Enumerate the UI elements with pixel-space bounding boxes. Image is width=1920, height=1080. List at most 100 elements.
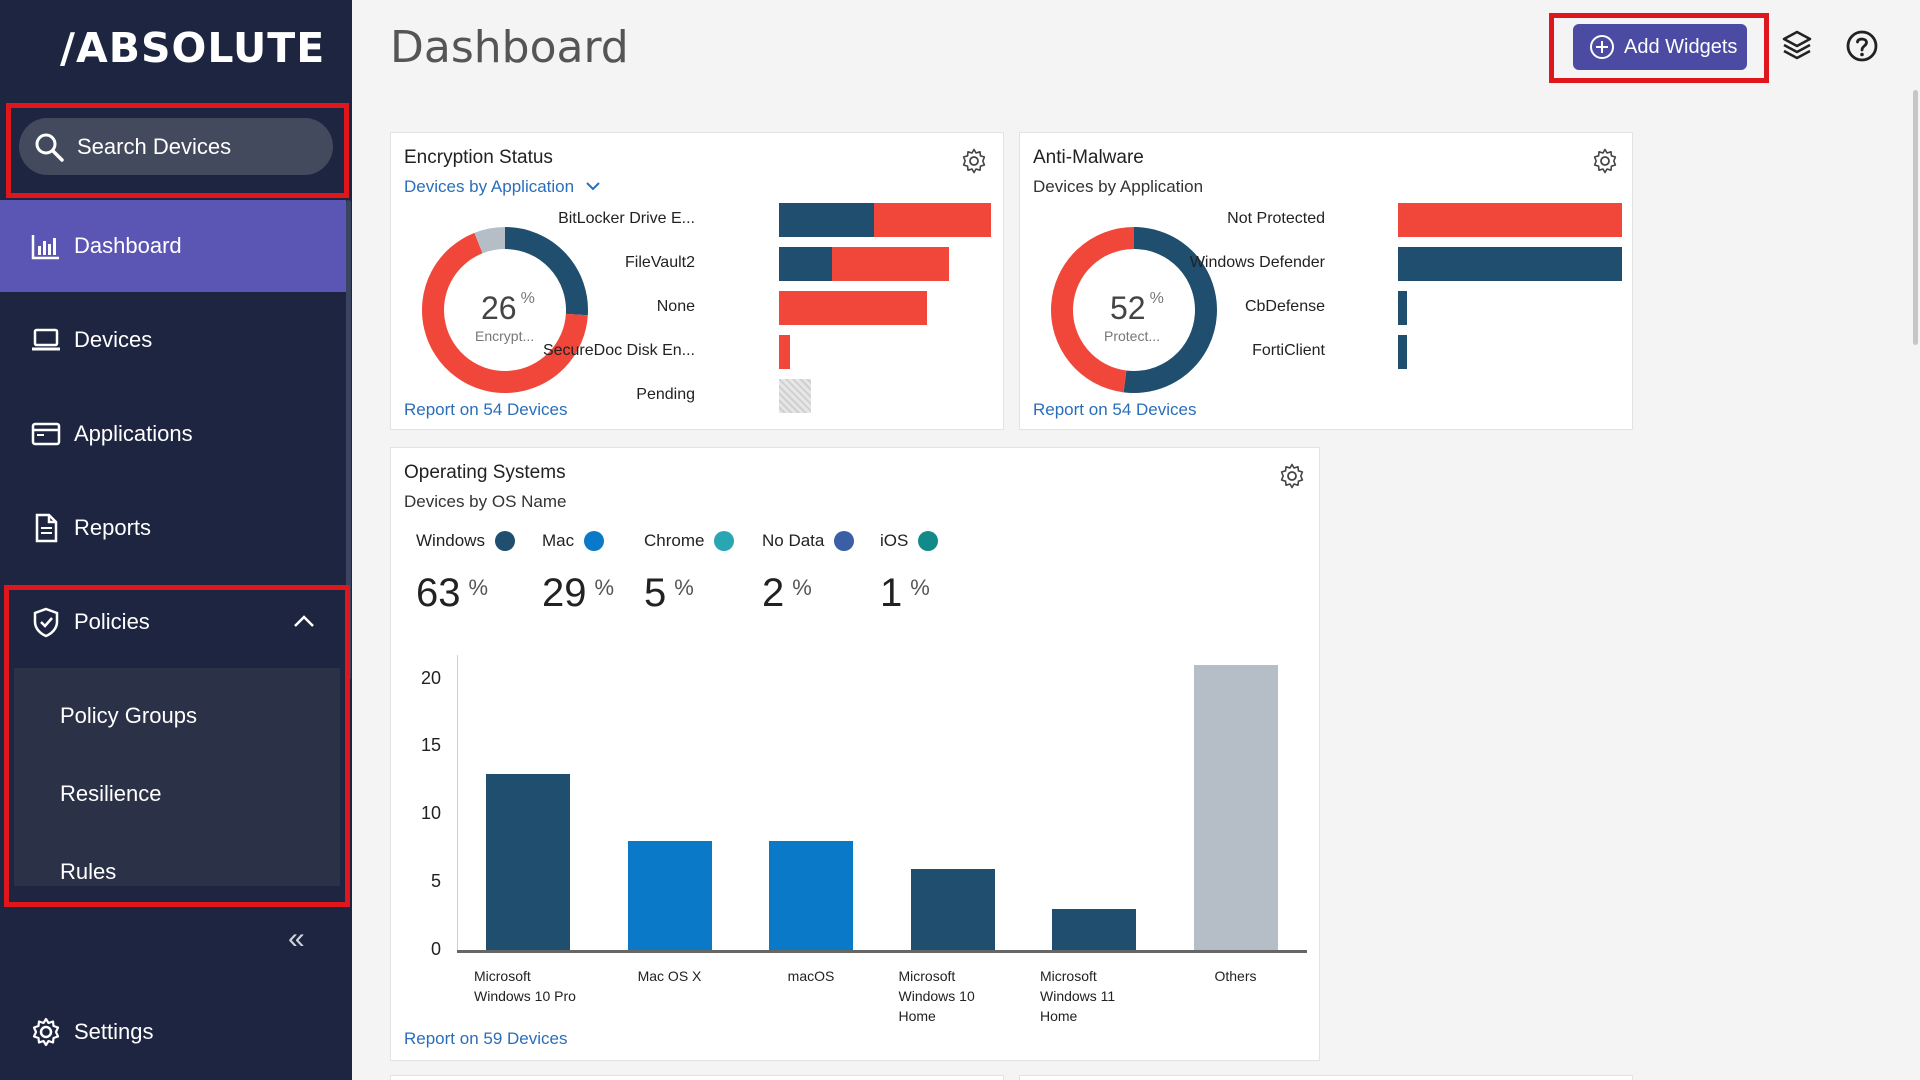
sidebar-item-settings[interactable]: Settings xyxy=(0,986,346,1078)
x-tick-label: Microsoft Windows 10 Home xyxy=(898,968,975,1024)
legend-dot xyxy=(918,531,939,551)
donut-slice-not-encrypted[interactable] xyxy=(422,232,588,393)
sidebar-item-resilience[interactable]: Resilience xyxy=(60,781,162,806)
help-icon[interactable] xyxy=(1844,28,1880,64)
bar-label-filevault2: FileVault2 xyxy=(625,254,695,271)
search-devices-input[interactable]: Search Devices xyxy=(19,118,333,175)
hbar-segment xyxy=(1398,247,1622,281)
hbar-segment xyxy=(1398,203,1622,237)
legend-no-data[interactable]: No Data xyxy=(762,531,855,551)
encryption-percent: 26% xyxy=(481,290,535,326)
next-widget-card-right xyxy=(1019,1075,1633,1080)
os-bar-others[interactable] xyxy=(1193,665,1278,950)
plus-circle-icon xyxy=(1590,35,1614,59)
hbar-segment xyxy=(874,203,991,237)
encryption-donut[interactable] xyxy=(421,226,589,394)
document-icon xyxy=(30,512,62,544)
hbar-windows-defender[interactable] xyxy=(1398,247,1622,281)
chart-bar-icon xyxy=(30,230,62,262)
os-bar-mac-os-x[interactable] xyxy=(627,841,712,950)
collapse-sidebar-button[interactable]: « xyxy=(288,922,305,955)
legend-dot xyxy=(834,531,855,551)
card-title: Anti-Malware xyxy=(1033,147,1144,168)
add-widgets-button[interactable]: Add Widgets xyxy=(1573,24,1747,70)
hbar-segment xyxy=(779,379,811,413)
hbar-pending[interactable] xyxy=(779,379,811,413)
os-percent-windows: 63% xyxy=(416,571,489,615)
sidebar-item-rules[interactable]: Rules xyxy=(60,859,117,884)
policies-submenu xyxy=(14,668,340,886)
sidebar-item-applications[interactable]: Applications xyxy=(0,388,346,480)
page-title: Dashboard xyxy=(390,22,629,73)
hbar-filevault2[interactable] xyxy=(779,247,949,281)
bar-label-forticlient: FortiClient xyxy=(1252,342,1325,359)
search-devices-label: Search Devices xyxy=(77,133,232,159)
bar-label-bitlocker: BitLocker Drive E... xyxy=(558,210,695,227)
page-scrollbar[interactable] xyxy=(1913,90,1918,345)
anti-malware-donut[interactable] xyxy=(1050,226,1218,394)
os-percent-chrome: 5% xyxy=(644,571,694,615)
gear-icon[interactable] xyxy=(1591,147,1619,175)
sidebar: /ABSOLUTE Search Devices Dashboard Devic… xyxy=(0,0,352,1080)
legend-windows[interactable]: Windows xyxy=(416,531,515,551)
os-bar-microsoft-windows-10-home[interactable] xyxy=(910,868,995,950)
donut-slice-encrypted[interactable] xyxy=(504,227,588,316)
sidebar-item-dashboard[interactable]: Dashboard xyxy=(0,200,346,292)
add-widgets-label: Add Widgets xyxy=(1624,35,1738,58)
sidebar-scrollbar[interactable] xyxy=(346,200,351,680)
hbar-segment xyxy=(779,247,832,281)
legend-chrome[interactable]: Chrome xyxy=(644,531,735,551)
sidebar-item-label: Policies xyxy=(74,609,150,634)
gear-icon[interactable] xyxy=(960,147,988,175)
bar-label-not-protected: Not Protected xyxy=(1227,210,1325,227)
y-tick-label: 5 xyxy=(430,871,441,892)
donut-slice-protected[interactable] xyxy=(1123,227,1217,393)
os-bar-microsoft-windows-10-pro[interactable] xyxy=(486,773,570,950)
chevron-up-icon[interactable] xyxy=(292,609,316,635)
sidebar-item-devices[interactable]: Devices xyxy=(0,294,346,386)
encryption-report-link[interactable]: Report on 54 Devices xyxy=(404,400,568,419)
encryption-donut-slices xyxy=(422,227,588,393)
encryption-group-dropdown[interactable]: Devices by Application xyxy=(404,177,601,197)
sidebar-item-label: Devices xyxy=(74,327,153,352)
hbar-none[interactable] xyxy=(779,291,928,325)
hbar-not-protected[interactable] xyxy=(1398,203,1622,237)
card-title: Encryption Status xyxy=(404,147,553,168)
sidebar-item-reports[interactable]: Reports xyxy=(0,482,346,574)
x-tick-label: macOS xyxy=(787,968,835,984)
browser-window-icon xyxy=(30,418,62,450)
anti-malware-percent: 52% xyxy=(1110,290,1164,326)
sidebar-item-label: Settings xyxy=(74,1019,154,1044)
hbar-bitlocker-drive-e[interactable] xyxy=(779,203,991,237)
sidebar-item-label: Dashboard xyxy=(74,233,182,258)
legend-mac[interactable]: Mac xyxy=(542,531,605,551)
donut-slice-pending[interactable] xyxy=(474,227,506,254)
legend-ios[interactable]: iOS xyxy=(880,531,939,551)
x-tick-label: Mac OS X xyxy=(637,968,702,984)
encryption-donut-label: Encrypt... xyxy=(475,328,535,344)
os-bar-macos[interactable] xyxy=(769,841,853,950)
encryption-status-card: Encryption Status Devices by Application… xyxy=(390,132,1004,430)
sidebar-item-policy-groups[interactable]: Policy Groups xyxy=(60,703,197,728)
os-bar-microsoft-windows-11-home[interactable] xyxy=(1052,909,1136,950)
gear-icon[interactable] xyxy=(1278,462,1306,490)
hbar-cbdefense[interactable] xyxy=(1398,291,1407,325)
hbar-segment xyxy=(779,291,928,325)
bar-label-cbdefense: CbDefense xyxy=(1244,298,1325,315)
y-tick-label: 10 xyxy=(420,803,441,824)
hbar-segment xyxy=(1398,291,1407,325)
anti-malware-donut-slices xyxy=(1051,227,1217,393)
card-subtitle: Devices by OS Name xyxy=(404,492,567,511)
donut-slice-not-protected[interactable] xyxy=(1051,227,1135,393)
absolute-logo[interactable]: /ABSOLUTE xyxy=(60,24,326,72)
x-axis-line xyxy=(457,950,1307,953)
legend-dot xyxy=(494,531,515,551)
hbar-securedoc-disk-en[interactable] xyxy=(779,335,790,369)
anti-malware-report-link[interactable]: Report on 54 Devices xyxy=(1033,400,1197,419)
laptop-icon xyxy=(30,324,62,356)
os-report-link[interactable]: Report on 59 Devices xyxy=(404,1029,568,1048)
shield-check-icon xyxy=(30,606,62,638)
hbar-forticlient[interactable] xyxy=(1398,335,1407,369)
sidebar-item-policies[interactable]: Policies xyxy=(0,576,346,668)
layers-icon[interactable] xyxy=(1779,28,1815,64)
